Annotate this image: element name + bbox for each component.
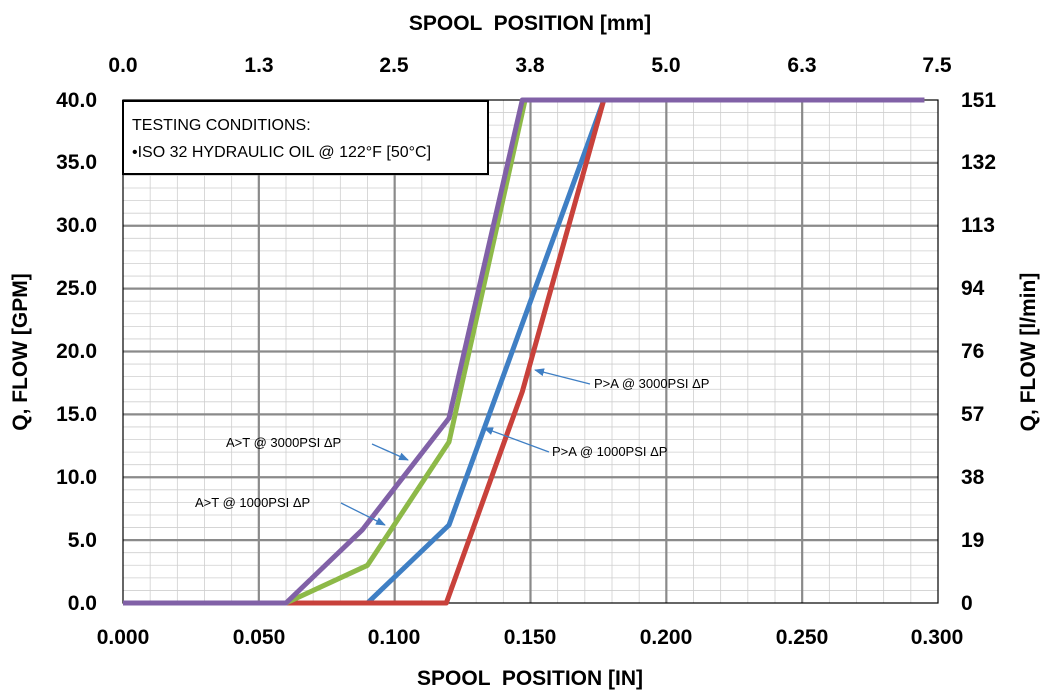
x-tick-label: 0.200 <box>640 626 693 649</box>
top-tick-label: 3.8 <box>515 54 545 77</box>
annotation-at-1000: A>T @ 1000PSI ΔP <box>195 495 310 510</box>
annotation-arrow-at-3000 <box>371 443 409 461</box>
annotation-arrow-pa-3000 <box>534 368 591 385</box>
testing-conditions-box: TESTING CONDITIONS: •ISO 32 HYDRAULIC OI… <box>122 100 489 175</box>
x-tick-label: 0.050 <box>233 626 286 649</box>
top-axis-title: SPOOL POSITION [mm] <box>409 12 651 35</box>
right-tick-label: 57 <box>961 403 984 426</box>
top-tick-label: 7.5 <box>922 54 952 77</box>
right-tick-label: 0 <box>961 592 973 615</box>
annotation-arrow-pa-1000 <box>483 427 550 453</box>
top-tick-labels: 0.0 1.3 2.5 3.8 5.0 6.3 7.5 <box>108 54 952 77</box>
right-tick-label: 76 <box>961 340 984 363</box>
right-tick-label: 19 <box>961 529 984 552</box>
x-axis-title: SPOOL POSITION [IN] <box>417 667 643 690</box>
series-layer <box>123 97 925 606</box>
y-tick-label: 10.0 <box>56 466 97 489</box>
annotation-pa-3000: P>A @ 3000PSI ΔP <box>594 376 709 391</box>
x-tick-label: 0.100 <box>368 626 421 649</box>
major-grid <box>123 100 938 603</box>
right-tick-labels: 0 19 38 57 76 94 113 132 151 <box>961 89 996 615</box>
y-tick-label: 5.0 <box>68 529 97 552</box>
top-tick-label: 6.3 <box>787 54 816 77</box>
x-tick-label: 0.000 <box>97 626 150 649</box>
top-tick-label: 1.3 <box>244 54 273 77</box>
right-tick-label: 38 <box>961 466 985 489</box>
y-axis-title: Q, FLOW [GPM] <box>9 273 32 430</box>
annotations: A>T @ 3000PSI ΔP A>T @ 1000PSI ΔP P>A @ … <box>195 368 709 526</box>
x-tick-label: 0.250 <box>776 626 829 649</box>
y-tick-label: 0.0 <box>68 592 97 615</box>
x-tick-label: 0.150 <box>504 626 557 649</box>
x-tick-label: 0.300 <box>911 626 964 649</box>
top-tick-label: 2.5 <box>379 54 409 77</box>
testing-conditions-line: •ISO 32 HYDRAULIC OIL @ 122°F [50°C] <box>132 144 431 161</box>
right-tick-label: 151 <box>961 89 996 112</box>
right-axis-title: Q, FLOW [l/min] <box>1017 273 1040 432</box>
y-tick-label: 35.0 <box>56 151 97 174</box>
series-line-3 <box>123 97 925 606</box>
y-tick-label: 25.0 <box>56 277 97 300</box>
y-tick-label: 20.0 <box>56 340 97 363</box>
y-tick-labels: 0.0 5.0 10.0 15.0 20.0 25.0 30.0 35.0 40… <box>56 89 97 615</box>
top-tick-label: 0.0 <box>108 54 137 77</box>
annotation-pa-1000: P>A @ 1000PSI ΔP <box>552 444 667 459</box>
y-tick-label: 15.0 <box>56 403 97 426</box>
y-tick-label: 30.0 <box>56 214 97 237</box>
right-tick-label: 132 <box>961 151 996 174</box>
top-tick-label: 5.0 <box>651 54 680 77</box>
right-tick-label: 94 <box>961 277 985 300</box>
annotation-arrow-at-1000 <box>340 502 386 526</box>
x-tick-labels: 0.000 0.050 0.100 0.150 0.200 0.250 0.30… <box>97 626 964 649</box>
testing-conditions-frame <box>122 100 489 175</box>
y-tick-label: 40.0 <box>56 89 97 112</box>
testing-conditions-title: TESTING CONDITIONS: <box>132 117 311 134</box>
right-tick-label: 113 <box>961 214 995 237</box>
annotation-at-3000: A>T @ 3000PSI ΔP <box>226 435 341 450</box>
